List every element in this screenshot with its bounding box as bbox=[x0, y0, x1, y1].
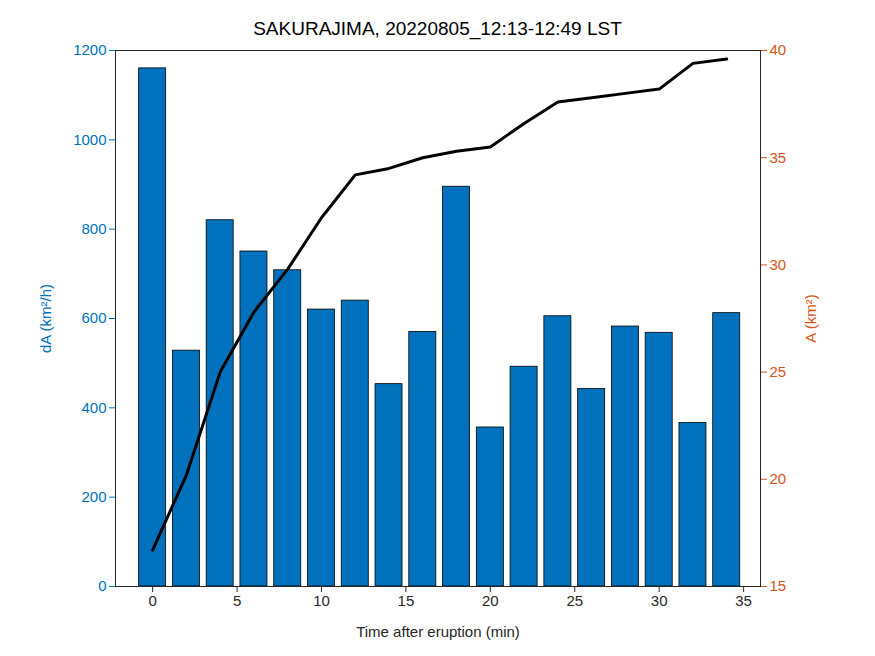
svg-text:1200: 1200 bbox=[73, 41, 106, 58]
html-text:SAKURAJIMA, 20220805_12:13-12:: SAKURAJIMA, 20220805_12:13-12:49 LST bbox=[253, 18, 622, 39]
svg-text:Time after eruption (min): Time after eruption (min) bbox=[356, 623, 520, 640]
svg-text:5: 5 bbox=[233, 592, 241, 609]
svg-text:0: 0 bbox=[148, 592, 156, 609]
svg-text:dA (km²/h): dA (km²/h) bbox=[37, 284, 54, 353]
svg-text:15: 15 bbox=[770, 577, 787, 594]
svg-text:15: 15 bbox=[398, 592, 415, 609]
svg-text:35: 35 bbox=[735, 592, 752, 609]
svg-text:40: 40 bbox=[770, 41, 787, 58]
svg-text:30: 30 bbox=[651, 592, 668, 609]
svg-text:25: 25 bbox=[566, 592, 583, 609]
svg-text:1000: 1000 bbox=[73, 131, 106, 148]
svg-text:800: 800 bbox=[81, 220, 106, 237]
svg-text:25: 25 bbox=[770, 363, 787, 380]
svg-text:20: 20 bbox=[482, 592, 499, 609]
svg-text:600: 600 bbox=[81, 309, 106, 326]
svg-text:0: 0 bbox=[98, 577, 106, 594]
svg-text:30: 30 bbox=[770, 256, 787, 273]
svg-text:400: 400 bbox=[81, 399, 106, 416]
svg-text:20: 20 bbox=[770, 470, 787, 487]
svg-text:10: 10 bbox=[313, 592, 330, 609]
svg-text:A (km²): A (km²) bbox=[802, 294, 819, 342]
svg-text:35: 35 bbox=[770, 149, 787, 166]
svg-text:200: 200 bbox=[81, 488, 106, 505]
